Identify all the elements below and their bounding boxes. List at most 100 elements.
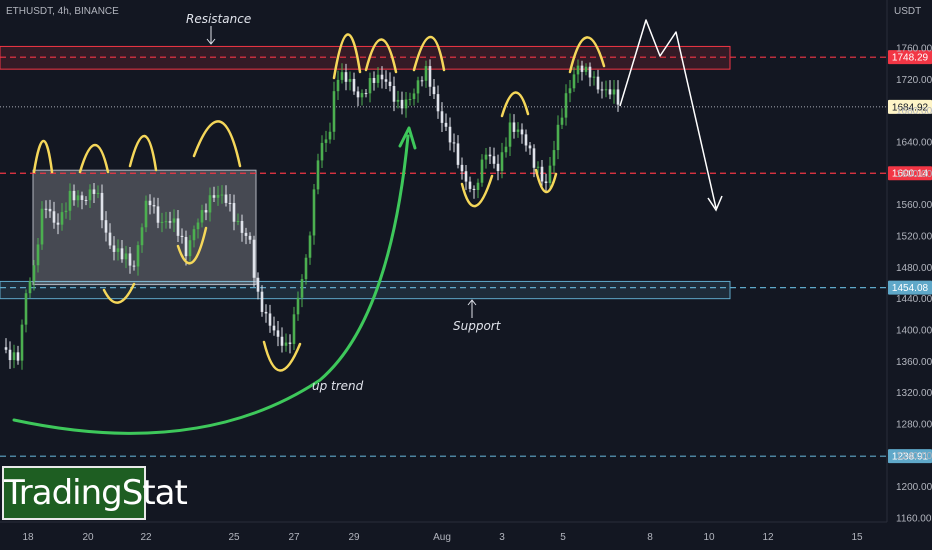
candle-body	[328, 131, 332, 140]
y-tick-label: 1320.00	[896, 388, 932, 399]
price-level-tag	[888, 166, 932, 181]
trough-arc-1	[102, 282, 136, 304]
candle-body	[4, 347, 8, 350]
candle-body	[60, 212, 64, 225]
peak-arc-6	[364, 38, 398, 74]
candle-body	[172, 218, 176, 223]
y-tick-label: 1560.00	[896, 200, 932, 211]
candle-body	[124, 253, 128, 260]
candle-body	[384, 79, 388, 82]
candle-body	[8, 349, 12, 361]
candle-body	[544, 181, 548, 184]
candle-body	[212, 195, 216, 198]
candle-body	[76, 195, 80, 201]
candle-body	[592, 76, 596, 78]
candle-body	[368, 78, 372, 94]
peak-arc-4	[192, 120, 242, 168]
candle-body	[20, 324, 24, 361]
candle-body	[296, 297, 300, 315]
candle-body	[28, 281, 32, 294]
candles-layer	[4, 59, 620, 370]
trough-arc-4	[460, 174, 494, 208]
candle-body	[604, 89, 608, 91]
candle-body	[208, 195, 212, 213]
candle-body	[280, 336, 284, 346]
x-tick-label: 29	[348, 532, 360, 543]
candle-body	[448, 126, 452, 143]
candle-body	[84, 199, 88, 201]
peak-arc-9	[568, 36, 606, 74]
candle-body	[272, 325, 276, 331]
resistance-pointer	[206, 26, 216, 45]
candle-body	[456, 143, 460, 165]
candle-body	[452, 142, 456, 144]
tradingstat-logo: TradingStat	[2, 466, 188, 520]
candle-body	[164, 221, 168, 223]
y-tick-label: 1600.00	[896, 169, 932, 180]
candle-body	[128, 253, 132, 266]
candle-body	[576, 65, 580, 75]
candle-body	[88, 189, 92, 201]
candle-body	[504, 146, 508, 153]
x-tick-label: 22	[140, 532, 152, 543]
candle-body	[216, 194, 220, 198]
candle-body	[24, 293, 28, 325]
candle-body	[240, 220, 244, 233]
candle-body	[324, 139, 328, 143]
candle-body	[608, 89, 612, 95]
candle-body	[364, 93, 368, 95]
candle-body	[52, 211, 56, 223]
y-tick-label: 1400.00	[896, 326, 932, 337]
uptrend-arrowhead	[398, 126, 417, 150]
candle-body	[32, 265, 36, 282]
candle-body	[484, 154, 488, 160]
candle-body	[420, 80, 424, 82]
candle-body	[148, 200, 152, 206]
candle-body	[36, 244, 40, 266]
candle-body	[264, 311, 268, 314]
peak-arc-8	[500, 91, 530, 118]
price-level-label: 1748.29	[892, 53, 929, 64]
candle-body	[316, 160, 320, 190]
candle-body	[552, 150, 556, 166]
candle-body	[112, 245, 116, 252]
candle-body	[236, 220, 240, 222]
candle-body	[136, 245, 140, 267]
candle-body	[56, 222, 60, 225]
candle-body	[600, 89, 604, 91]
candle-body	[288, 342, 292, 344]
candle-body	[120, 248, 124, 260]
y-tick-label: 1240.00	[896, 451, 932, 462]
candle-body	[292, 314, 296, 344]
price-level-tag	[888, 280, 932, 295]
candle-body	[196, 222, 200, 230]
candle-body	[276, 330, 280, 337]
candle-body	[96, 192, 100, 194]
candle-body	[192, 229, 196, 241]
candle-body	[540, 166, 544, 182]
candle-body	[512, 122, 516, 132]
candle-body	[500, 152, 504, 171]
uptrend-curve	[12, 134, 410, 435]
zone-support	[0, 280, 731, 300]
y-tick-label: 1720.00	[896, 75, 932, 86]
candle-body	[424, 66, 428, 81]
candle-body	[548, 165, 552, 184]
candle-body	[376, 74, 380, 83]
candle-body	[300, 279, 304, 298]
candle-body	[516, 129, 520, 132]
candle-body	[108, 232, 112, 246]
resistance-label: Resistance	[186, 12, 251, 26]
candle-body	[468, 181, 472, 189]
candle-body	[80, 195, 84, 200]
support-label: Support	[453, 319, 502, 333]
candle-body	[616, 89, 620, 105]
candle-body	[520, 129, 524, 135]
candle-body	[572, 74, 576, 89]
x-tick-label: 18	[22, 532, 34, 543]
candle-body	[284, 342, 288, 346]
candle-body	[228, 202, 232, 204]
candle-body	[564, 93, 568, 118]
candle-body	[152, 205, 156, 207]
